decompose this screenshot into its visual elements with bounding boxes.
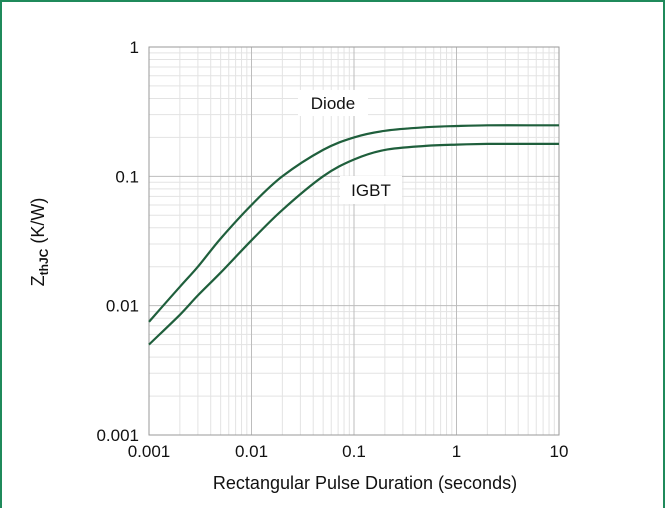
- y-axis-label-unit: (K/W): [28, 198, 48, 249]
- plot-border: [148, 46, 560, 436]
- y-tick-label: 1: [130, 38, 139, 57]
- series-label-diode-text: Diode: [311, 94, 355, 113]
- y-tick-label: 0.001: [96, 426, 139, 445]
- x-tick-label: 0.001: [128, 442, 171, 461]
- x-tick-label: 10: [550, 442, 569, 461]
- tick-labels: 0.001 0.01 0.1 1 10 0.001 0.01 0.1 1: [96, 38, 568, 461]
- y-axis-label-sub: thJC: [37, 248, 51, 275]
- series-label-diode: Diode: [298, 90, 368, 116]
- x-tick-label: 0.1: [342, 442, 366, 461]
- curves: [148, 124, 559, 346]
- y-axis-label-main: Z: [28, 275, 48, 286]
- y-tick-label: 0.01: [106, 297, 139, 316]
- y-tick-label: 0.1: [115, 167, 139, 186]
- x-tick-label: 1: [452, 442, 461, 461]
- x-axis-label: Rectangular Pulse Duration (seconds): [213, 473, 517, 493]
- series-line-igbt: [148, 142, 559, 346]
- series-label-igbt-text: IGBT: [351, 181, 391, 200]
- series-label-igbt: IGBT: [340, 176, 402, 204]
- x-tick-label: 0.01: [235, 442, 268, 461]
- y-axis-label: ZthJC (K/W): [28, 198, 51, 287]
- series-line-diode: [148, 124, 559, 323]
